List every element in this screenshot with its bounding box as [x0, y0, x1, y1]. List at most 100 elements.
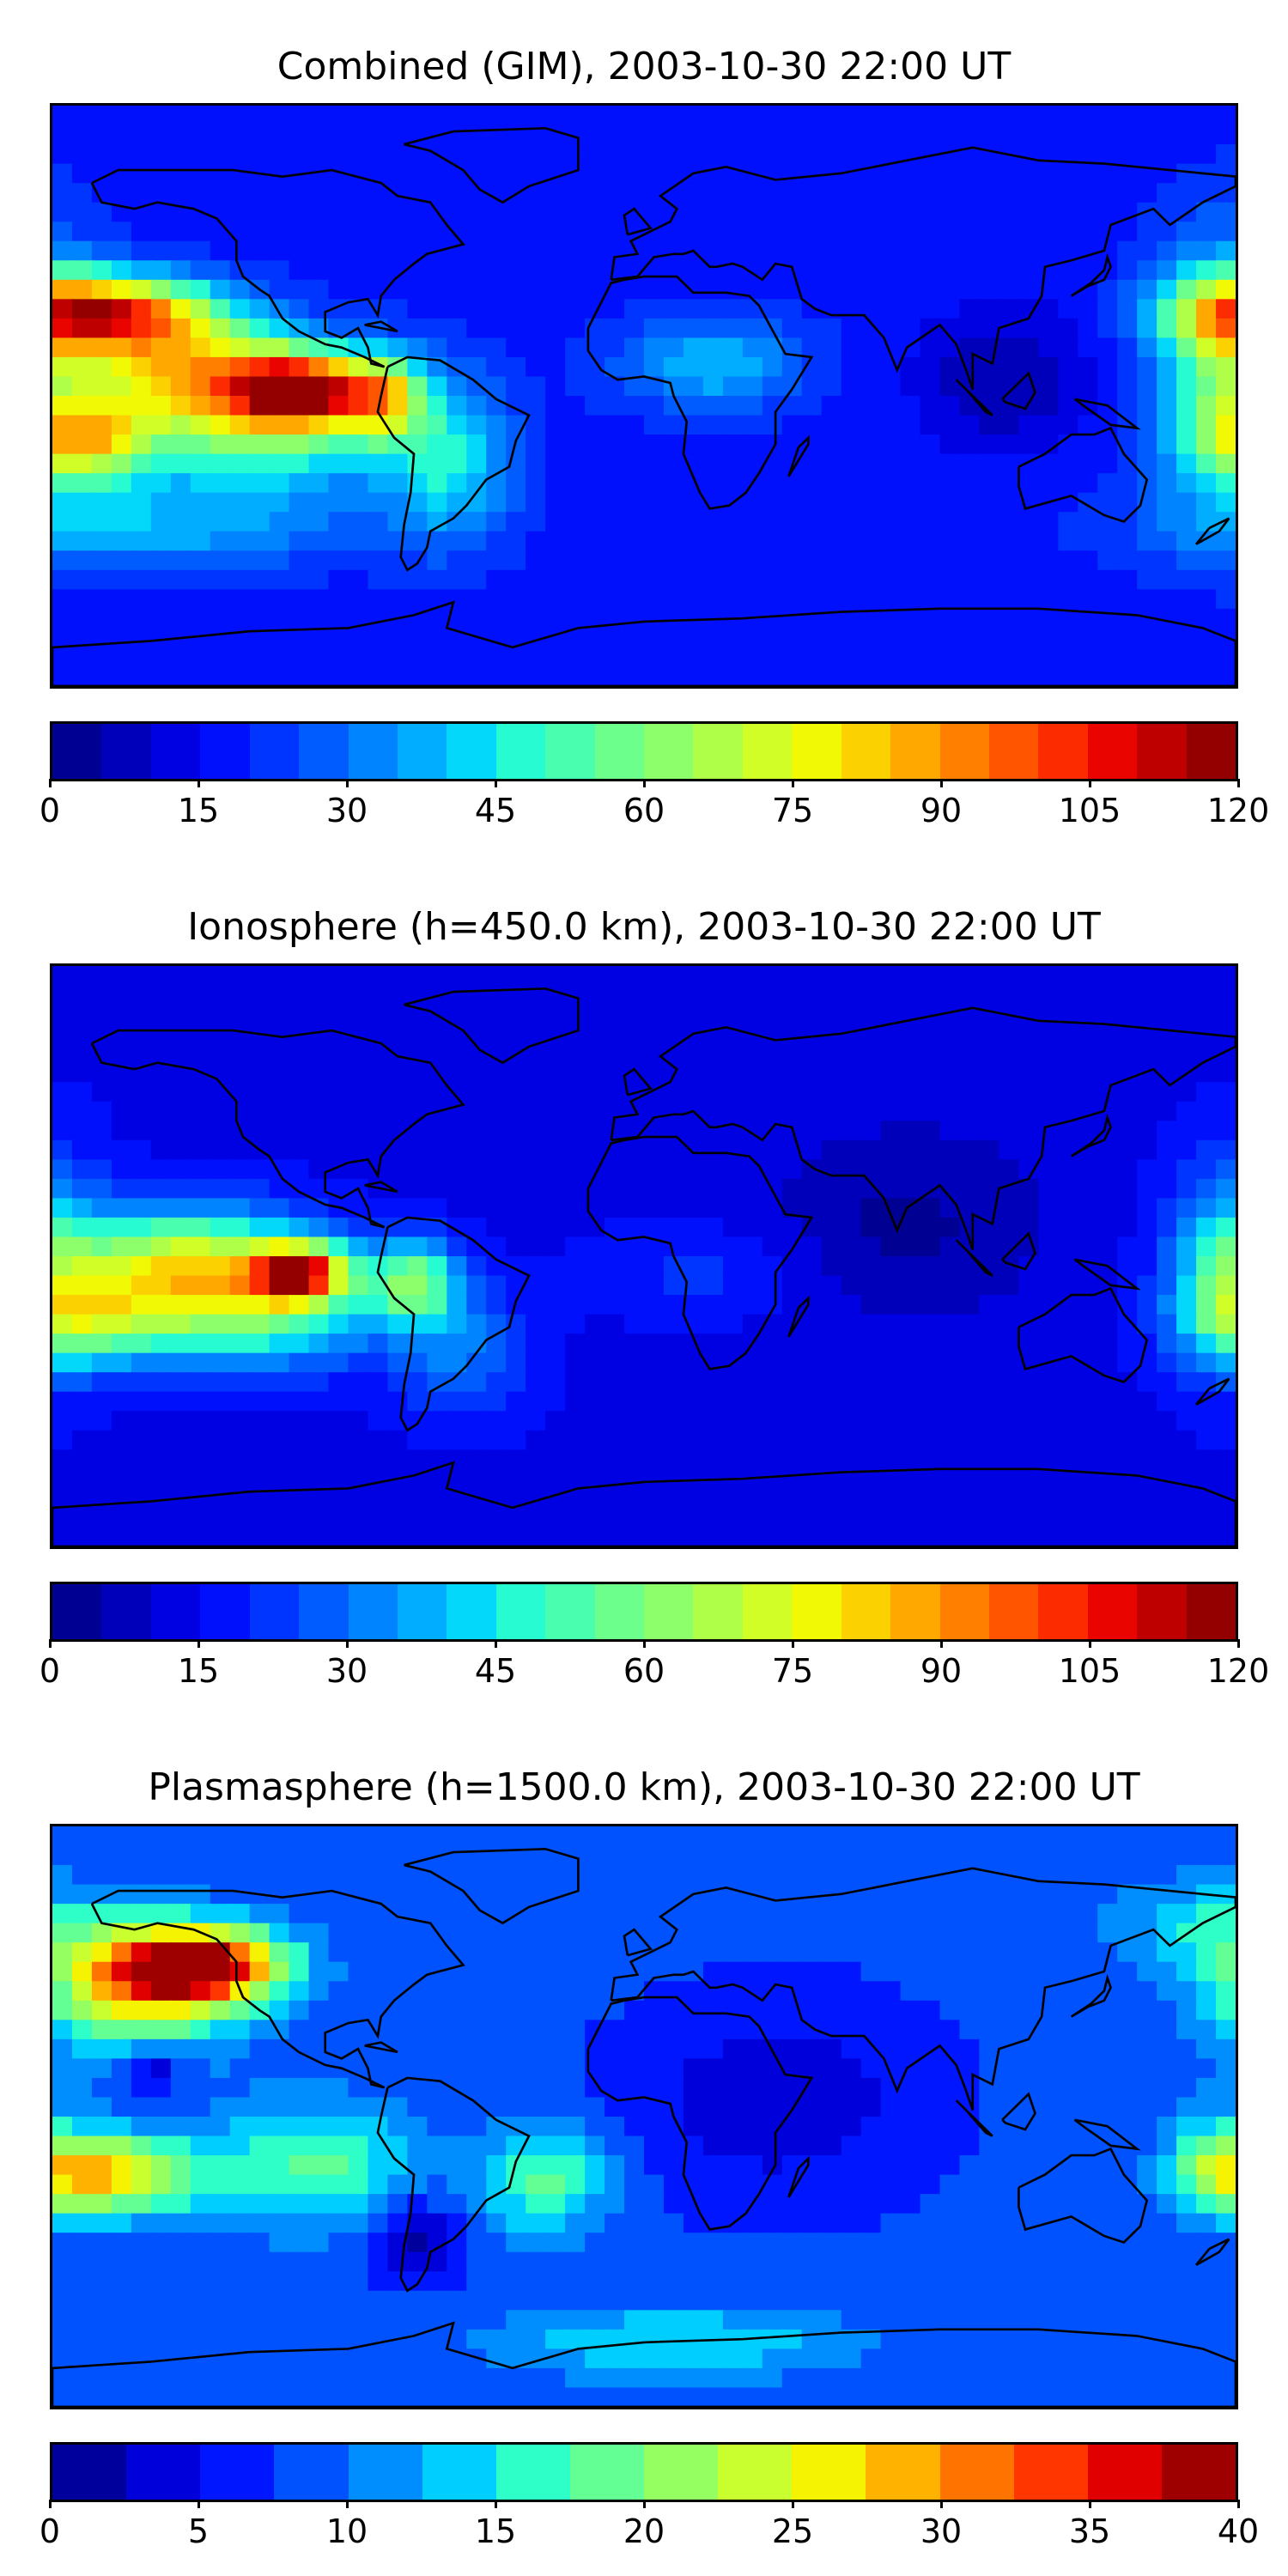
colorbar-cell	[1161, 2445, 1236, 2500]
coastline	[586, 275, 814, 510]
coastline	[623, 207, 653, 236]
colorbar-cell	[249, 724, 300, 779]
coastline	[1195, 517, 1230, 545]
coastline	[404, 987, 580, 1065]
coastline	[1070, 1113, 1112, 1157]
coastline	[90, 168, 465, 368]
coastline	[90, 1029, 465, 1229]
tec-map	[52, 966, 1236, 1546]
coastline	[1070, 1973, 1112, 2018]
coastline	[955, 2099, 993, 2137]
coastline	[364, 1181, 398, 1194]
coastline	[1018, 1286, 1149, 1383]
panel-title: Combined (GIM), 2003-10-30 22:00 UT	[276, 45, 1012, 88]
coastline	[376, 1216, 531, 1432]
colorbar-cell	[447, 1584, 496, 1639]
colorbar-cell	[200, 724, 250, 779]
colorbar-tick-label: 20	[623, 2512, 665, 2550]
colorbar-cell	[1137, 1584, 1187, 1639]
coastline	[623, 1928, 653, 1957]
colorbar-cell	[299, 724, 349, 779]
coastline	[787, 434, 810, 477]
colorbar-cell	[792, 2445, 866, 2500]
colorbar-cell	[644, 1584, 694, 1639]
colorbar-cell	[644, 2445, 719, 2500]
coastline	[1018, 426, 1149, 523]
colorbar-cell	[742, 1584, 793, 1639]
colorbar-cell	[101, 724, 151, 779]
colorbar-tick-label: 10	[325, 2512, 368, 2550]
colorbar-cell	[397, 724, 447, 779]
coastline	[1018, 2147, 1149, 2244]
map-combined	[50, 103, 1238, 689]
coastline	[404, 126, 580, 204]
colorbar-cell	[200, 1584, 250, 1639]
coastline	[364, 2041, 398, 2054]
coastline	[364, 320, 398, 333]
map-ionosphere	[50, 963, 1238, 1549]
coastline	[1001, 371, 1036, 410]
colorbar-cell	[299, 1584, 349, 1639]
colorbar-tick-label: 60	[623, 1652, 665, 1690]
colorbar-tick-label: 0	[39, 2512, 61, 2550]
panel-title: Ionosphere (h=450.0 km), 2003-10-30 22:0…	[187, 905, 1101, 949]
colorbar-cell	[1186, 724, 1236, 779]
colorbar-cell	[693, 724, 743, 779]
colorbar-cell	[150, 1584, 201, 1639]
colorbar-tick-label: 35	[1068, 2512, 1111, 2550]
colorbar-cell	[890, 724, 940, 779]
colorbar-ticks: 0 15 30 45 60 75 90 105 120	[39, 779, 1269, 830]
coastline	[1195, 1377, 1230, 1406]
colorbar-cell	[422, 2445, 496, 2500]
colorbar-cell	[249, 1584, 300, 1639]
colorbar-cell	[718, 2445, 793, 2500]
colorbar-tick-label: 15	[177, 792, 220, 829]
coastline	[787, 1295, 810, 1338]
coastline	[52, 600, 1236, 686]
coastline	[52, 1461, 1236, 1546]
colorbar-tick-label: 105	[1058, 1652, 1121, 1690]
coastline	[787, 2155, 810, 2198]
coastline	[52, 2321, 1236, 2407]
colorbar-tick-label: 75	[771, 792, 814, 829]
colorbar-cell	[150, 724, 201, 779]
colorbar-tick-label: 90	[920, 792, 963, 829]
colorbar-cell	[348, 1584, 398, 1639]
coastline	[586, 1996, 814, 2231]
colorbar-tick-label: 5	[187, 2512, 210, 2550]
colorbar-tick-label: 45	[474, 792, 517, 829]
colorbar-cell	[52, 2445, 127, 2500]
colorbar-cell	[200, 2445, 275, 2500]
colorbar-tick-label: 45	[474, 1652, 517, 1690]
coastline	[1195, 2238, 1230, 2266]
coastline	[955, 379, 993, 416]
coastline	[404, 1847, 580, 1925]
colorbar-tick-label: 40	[1217, 2512, 1260, 2550]
colorbar-cell	[495, 724, 546, 779]
colorbar-cell	[495, 1584, 546, 1639]
colorbar-cell	[594, 724, 645, 779]
coastline	[90, 1889, 465, 2089]
colorbar	[50, 2442, 1238, 2502]
colorbar-cell	[1087, 1584, 1138, 1639]
coastline	[1073, 398, 1141, 430]
coastline	[1073, 1258, 1141, 1291]
colorbar-cell	[1137, 724, 1187, 779]
colorbar-tick-label: 105	[1058, 792, 1121, 829]
colorbar-cell	[569, 2445, 644, 2500]
colorbar-cell	[644, 724, 694, 779]
colorbar-cell	[274, 2445, 349, 2500]
colorbar-tick-label: 0	[39, 792, 61, 829]
colorbar-tick-label: 30	[920, 2512, 963, 2550]
colorbar-tick-label: 15	[177, 1652, 220, 1690]
colorbar-tick-label: 30	[325, 1652, 368, 1690]
colorbar-cell	[939, 724, 990, 779]
colorbar-cell	[1038, 1584, 1088, 1639]
colorbar-cell	[101, 1584, 151, 1639]
colorbar-cell	[348, 724, 398, 779]
colorbar-cell	[495, 2445, 570, 2500]
colorbar-tick-label: 60	[623, 792, 665, 829]
colorbar-cell	[742, 724, 793, 779]
tec-map	[52, 106, 1236, 686]
colorbar-tick-label: 30	[325, 792, 368, 829]
